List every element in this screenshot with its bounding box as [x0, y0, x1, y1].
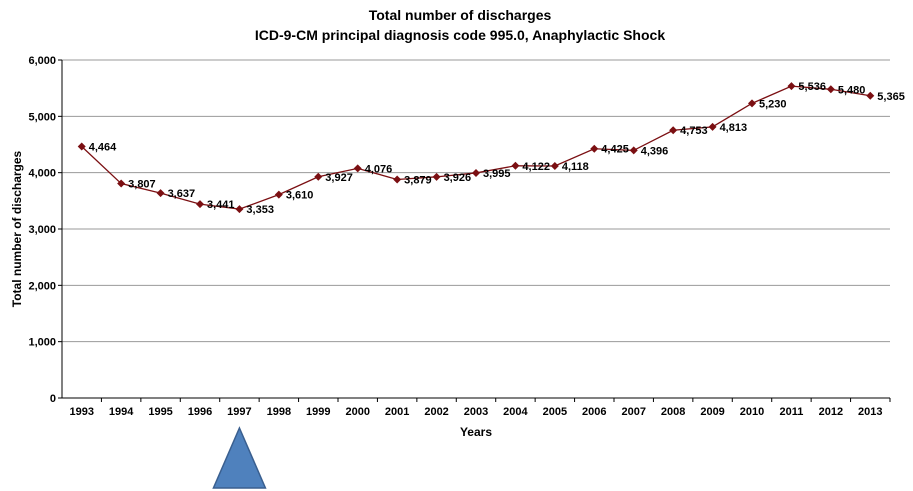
data-point-marker [590, 144, 599, 153]
data-point-marker [235, 205, 244, 214]
data-label: 4,118 [562, 161, 589, 173]
data-point-marker [708, 122, 717, 131]
triangle-marker-icon [212, 426, 267, 489]
data-label: 3,441 [207, 199, 235, 211]
x-tick-label: 2007 [621, 406, 645, 418]
x-tick-label: 2001 [385, 406, 409, 418]
data-point-marker [472, 168, 480, 177]
data-point-marker [669, 126, 678, 135]
data-point-marker [432, 172, 441, 181]
data-point-marker [511, 161, 520, 170]
y-tick-label: 3,000 [28, 224, 56, 236]
x-tick-label: 2000 [345, 406, 369, 418]
x-tick-label: 1996 [188, 406, 212, 418]
x-tick-label: 1994 [109, 406, 134, 418]
y-tick-label: 6,000 [28, 55, 56, 67]
data-label: 3,807 [128, 179, 156, 191]
x-tick-label: 2005 [543, 406, 567, 418]
data-point-marker [393, 175, 402, 184]
data-label: 3,927 [325, 172, 353, 184]
data-label: 3,637 [168, 188, 196, 200]
data-point-marker [629, 146, 638, 155]
data-label: 3,995 [483, 168, 511, 180]
y-tick-label: 0 [50, 393, 56, 405]
x-tick-label: 2012 [819, 406, 843, 418]
data-label: 4,464 [89, 142, 117, 154]
data-label: 5,536 [798, 81, 826, 93]
x-tick-label: 1993 [69, 406, 93, 418]
y-tick-label: 2,000 [28, 280, 56, 292]
x-tick-label: 2002 [424, 406, 448, 418]
chart-title: Total number of discharges [369, 7, 552, 23]
data-label: 4,425 [601, 144, 629, 156]
x-tick-label: 2003 [464, 406, 488, 418]
data-label: 4,122 [522, 161, 550, 173]
x-tick-label: 2010 [740, 406, 764, 418]
x-tick-label: 2006 [582, 406, 606, 418]
y-tick-label: 5,000 [28, 111, 56, 123]
data-point-marker [314, 172, 323, 181]
data-label: 5,480 [838, 84, 866, 96]
data-point-marker [353, 164, 362, 173]
data-label: 3,926 [444, 172, 472, 184]
data-point-marker [274, 190, 283, 199]
data-point-marker [826, 85, 835, 94]
data-point-marker [196, 200, 204, 209]
data-point-marker [156, 189, 165, 198]
data-point-marker [550, 162, 559, 171]
data-label: 3,879 [404, 174, 432, 186]
x-tick-label: 2013 [858, 406, 882, 418]
x-tick-label: 1998 [267, 406, 291, 418]
data-label: 4,753 [680, 125, 708, 137]
x-tick-label: 1999 [306, 406, 330, 418]
data-point-marker [748, 99, 756, 108]
x-tick-label: 2011 [779, 406, 803, 418]
x-tick-label: 2009 [700, 406, 724, 418]
data-label: 3,353 [246, 204, 274, 216]
data-label: 4,396 [641, 145, 669, 157]
data-label: 3,610 [286, 190, 314, 202]
data-point-marker [866, 91, 875, 100]
data-point-marker [77, 142, 86, 151]
data-label: 5,365 [877, 91, 905, 103]
y-tick-label: 4,000 [28, 168, 56, 180]
data-point-marker [787, 82, 796, 91]
chart-subtitle: ICD-9-CM principal diagnosis code 995.0,… [255, 27, 665, 43]
y-tick-label: 1,000 [28, 337, 56, 349]
data-label: 5,230 [759, 98, 787, 110]
x-tick-label: 1997 [227, 406, 251, 418]
x-tick-label: 2008 [661, 406, 685, 418]
data-label: 4,813 [720, 122, 748, 134]
x-tick-label: 2004 [503, 406, 528, 418]
x-axis-title: Years [460, 425, 492, 439]
data-label: 4,076 [365, 163, 393, 175]
y-axis-title: Total number of discharges [10, 150, 24, 307]
x-tick-label: 1995 [148, 406, 172, 418]
data-point-marker [117, 179, 126, 188]
